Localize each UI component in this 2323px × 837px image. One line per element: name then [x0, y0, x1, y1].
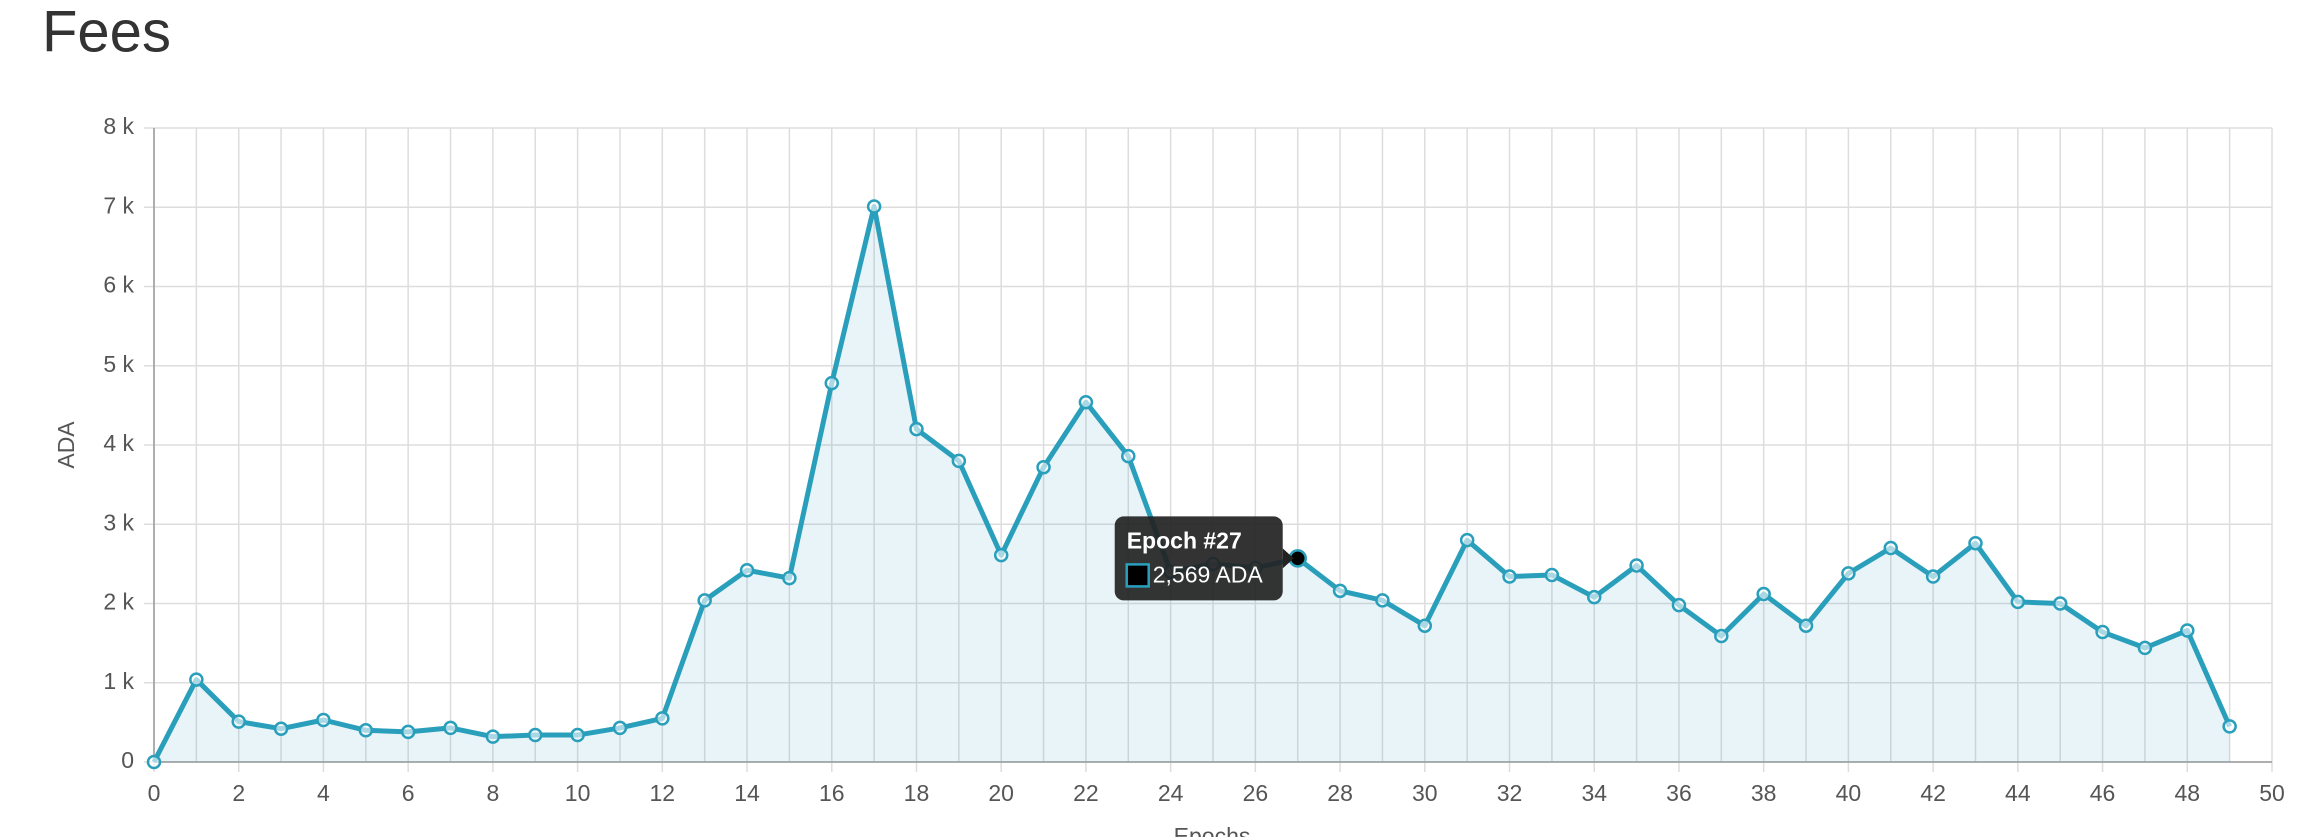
data-point [1078, 394, 1094, 410]
x-tick-label: 36 [1666, 780, 1692, 806]
y-tick-label: 8 k [103, 113, 134, 139]
tooltip: Epoch #27 2,569 ADA [1114, 516, 1294, 601]
x-tick-label: 24 [1158, 780, 1184, 806]
y-axis-label: ADA [53, 421, 79, 469]
data-point [866, 199, 882, 214]
data-point [400, 724, 416, 740]
data-point [697, 593, 712, 608]
data-point [2010, 594, 2026, 610]
x-tick-label: 48 [2174, 780, 2200, 806]
x-tick-label: 22 [1073, 780, 1099, 806]
data-point [1036, 459, 1051, 475]
data-point [2180, 623, 2195, 638]
x-tick-label: 20 [988, 780, 1014, 806]
data-point [443, 720, 458, 736]
x-tick-label: 26 [1243, 780, 1269, 806]
data-point [1502, 569, 1517, 584]
x-tick-label: 8 [486, 780, 499, 806]
data-point [1798, 618, 1814, 633]
data-point [485, 729, 501, 744]
tooltip-box [1114, 516, 1283, 601]
x-tick-label: 38 [1751, 780, 1777, 806]
tooltip-title: Epoch #27 [1127, 527, 1242, 553]
x-tick-label: 0 [148, 780, 161, 806]
x-tick-label: 14 [734, 780, 760, 806]
x-tick-label: 34 [1581, 780, 1607, 806]
y-tick-label: 6 k [103, 272, 134, 298]
data-point [1671, 597, 1687, 613]
data-point [570, 727, 585, 743]
data-point [612, 720, 628, 736]
data-point [1714, 628, 1729, 644]
x-axis-label: Epochs [1174, 823, 1251, 837]
x-tick-label: 12 [650, 780, 676, 806]
data-point [655, 711, 670, 726]
y-tick-label: 7 k [103, 192, 134, 218]
tooltip-caret [1282, 548, 1294, 569]
y-tick-label: 3 k [103, 509, 134, 535]
data-point [273, 721, 289, 736]
y-tick-label: 4 k [103, 430, 134, 456]
data-point [1925, 569, 1941, 584]
x-tick-label: 30 [1412, 780, 1438, 806]
y-tick-label: 2 k [103, 589, 134, 615]
data-point [1586, 589, 1602, 605]
y-tick-label: 5 k [103, 351, 134, 377]
data-point [1883, 540, 1899, 556]
data-point [739, 562, 755, 578]
data-point [1459, 532, 1475, 548]
data-point [1121, 448, 1136, 464]
x-tick-label: 4 [317, 780, 330, 806]
chart-title: Fees [42, 0, 171, 64]
x-tick-label: 40 [1836, 780, 1862, 806]
x-tick-label: 32 [1497, 780, 1523, 806]
data-point [1417, 618, 1433, 633]
data-point [1968, 536, 1983, 551]
data-point [782, 570, 797, 586]
data-point [146, 754, 162, 770]
data-point [1332, 583, 1348, 599]
data-point [1629, 558, 1644, 573]
x-tick-label: 2 [232, 780, 245, 806]
data-point [2222, 719, 2237, 734]
x-tick-label: 18 [904, 780, 930, 806]
x-tick-label: 16 [819, 780, 845, 806]
x-tick-label: 44 [2005, 780, 2031, 806]
data-point [824, 375, 840, 391]
y-tick-label: 0 [121, 747, 134, 773]
data-point [993, 547, 1009, 563]
x-tick-label: 42 [1920, 780, 1946, 806]
data-point [1756, 586, 1771, 602]
tooltip-label: 2,569 ADA [1153, 561, 1264, 587]
data-point [358, 723, 374, 738]
x-tick-label: 10 [565, 780, 591, 806]
x-tick-label: 50 [2259, 780, 2285, 806]
area [154, 206, 2230, 762]
data-point [1841, 566, 1856, 581]
tooltip-swatch [1125, 563, 1150, 588]
x-tick-label: 28 [1327, 780, 1353, 806]
data-point [527, 727, 543, 743]
data-point [231, 714, 246, 729]
data-point [189, 672, 204, 687]
y-tick-label: 1 k [103, 668, 134, 694]
data-point [1544, 567, 1560, 583]
data-point [951, 453, 967, 469]
data-point [2137, 640, 2153, 656]
data-point [909, 421, 924, 437]
x-tick-label: 6 [402, 780, 415, 806]
data-point [2052, 596, 2068, 611]
x-tick-label: 46 [2090, 780, 2116, 806]
data-point [316, 712, 331, 728]
data-point [2095, 624, 2110, 640]
data-point [1375, 593, 1390, 608]
